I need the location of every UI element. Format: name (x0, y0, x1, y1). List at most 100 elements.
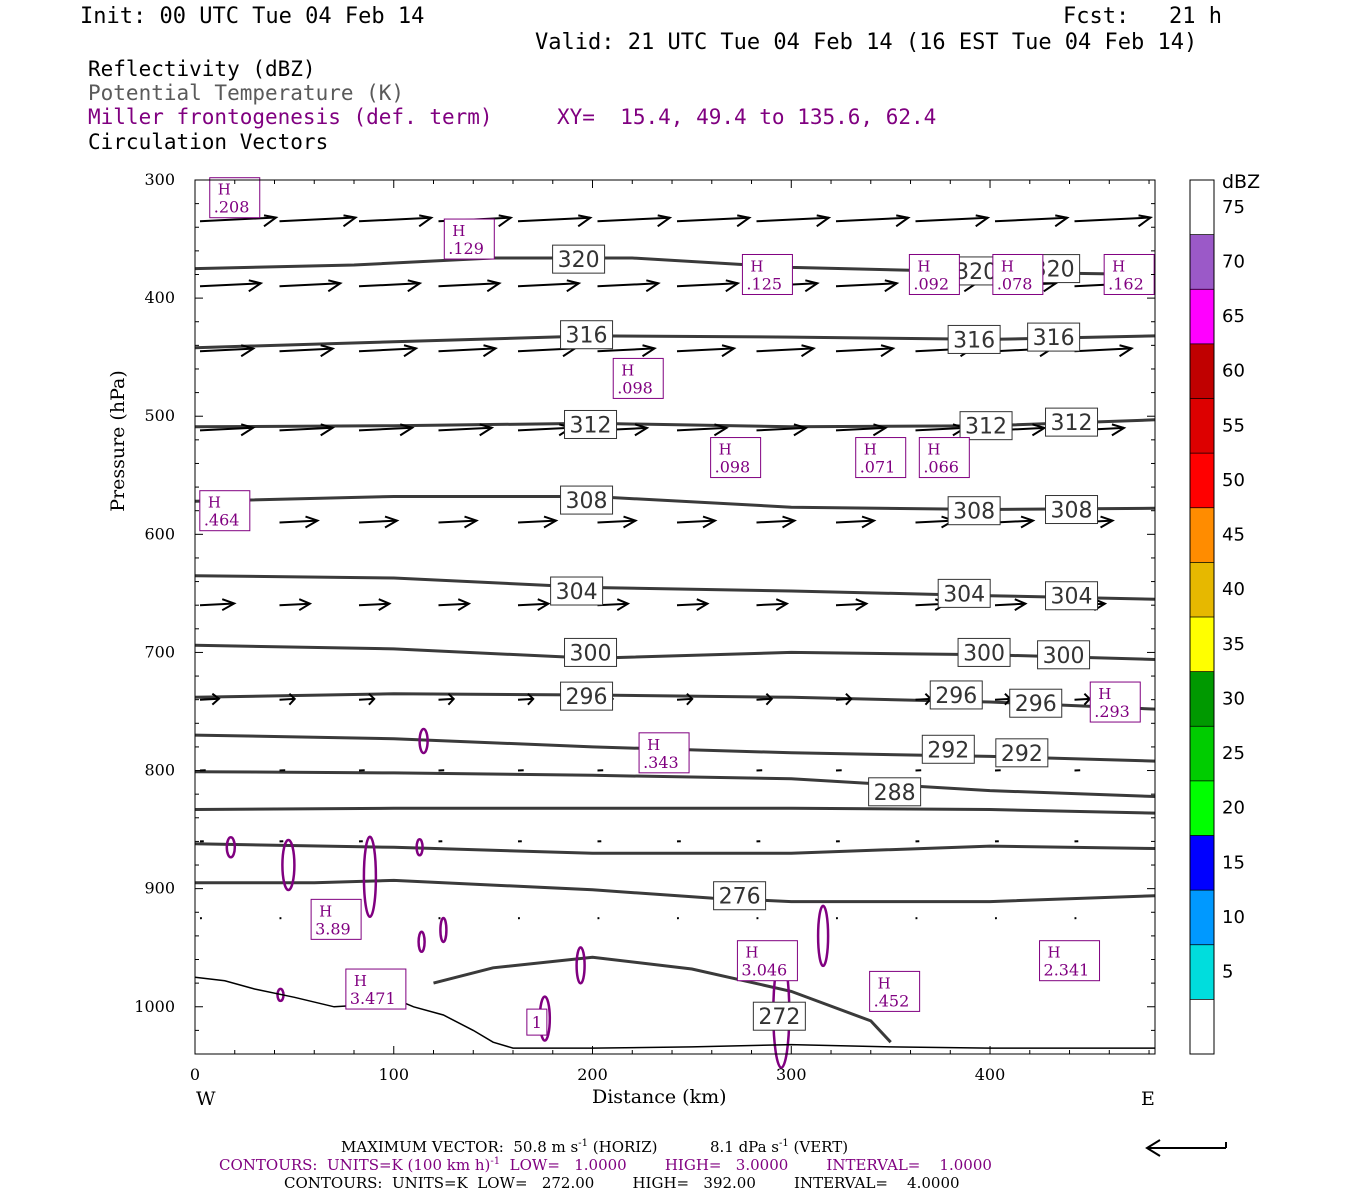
circulation-vector-head (696, 598, 710, 612)
theta-label: 312 (959, 411, 1013, 441)
cross-section-endpoints: XY= 15.4, 49.4 to 135.6, 62.4 (557, 105, 937, 129)
colorbar-label: 70 (1222, 251, 1245, 272)
field-vectors: Circulation Vectors (88, 130, 329, 154)
terrain-line (194, 976, 1155, 1049)
circulation-vector-head (399, 423, 415, 437)
colorbar-label: 20 (1222, 798, 1245, 819)
x-axis-label: Distance (km) (592, 1086, 727, 1108)
circulation-vector (835, 519, 875, 524)
fronto-high-value: 3.046 (741, 961, 787, 980)
fronto-high-letter: H (1112, 257, 1125, 275)
x-tick-label: 300 (776, 1065, 807, 1084)
circulation-vector (994, 519, 1034, 524)
circulation-vector (358, 282, 420, 288)
fronto-high-box (638, 732, 690, 774)
theta-label: 300 (564, 637, 618, 667)
circulation-vector (756, 519, 795, 524)
theta-label: 308 (560, 485, 614, 515)
circulation-vector-head (793, 423, 809, 437)
fronto-high-letter: H (917, 257, 930, 275)
circulation-vector-head (804, 279, 820, 293)
fronto-contour (281, 838, 296, 892)
field-reflectivity: Reflectivity (dBZ) (88, 57, 316, 81)
circulation-vector (756, 426, 806, 432)
colorbar-swatch (1190, 180, 1214, 236)
theta-label: 296 (560, 681, 614, 711)
circulation-vector-head (1111, 423, 1127, 437)
colorbar-swatch (1190, 835, 1214, 891)
theta-contour-288 (194, 770, 1156, 798)
fronto-high-value: .343 (643, 753, 679, 772)
circulation-vector-head (482, 344, 498, 358)
circulation-vector (676, 697, 693, 701)
theta-label-text: 308 (1051, 499, 1093, 524)
fronto-high-label: H.208 (209, 177, 261, 219)
circulation-vector (835, 282, 897, 288)
circulation-vector-head (527, 692, 535, 706)
theta-label-box (1045, 581, 1099, 611)
fronto-high-box (918, 437, 970, 479)
theta-label-box (957, 637, 1011, 667)
colorbar-label: 10 (1222, 907, 1245, 928)
colorbar-swatch (1190, 944, 1214, 1000)
theta-label: 296 (929, 680, 983, 710)
circulation-vector-head (320, 423, 336, 437)
circulation-vector-head (975, 214, 991, 228)
fronto-high-box (526, 1008, 548, 1036)
x-tick-label: 400 (975, 1065, 1006, 1084)
colorbar-label: 25 (1222, 743, 1245, 764)
circulation-vector-head (498, 214, 514, 228)
circulation-vector (517, 602, 549, 607)
circulation-vector-head (895, 214, 911, 228)
circulation-vector-head (566, 279, 582, 293)
colorbar-swatch (1190, 780, 1214, 836)
circulation-vector-head (855, 598, 869, 612)
circulation-vector-head (240, 344, 256, 358)
circulation-vector-head (298, 598, 313, 612)
theta-label-text: 276 (719, 885, 761, 910)
circulation-vector (438, 426, 492, 432)
colorbar-swatch (1190, 562, 1214, 618)
colorbar-title: dBZ (1222, 171, 1260, 193)
circulation-vector (279, 282, 341, 288)
circulation-vector-head (775, 598, 790, 612)
theta-label: 296 (1009, 688, 1063, 718)
circulation-vector-head (486, 279, 502, 293)
fronto-high-box (736, 940, 798, 982)
circulation-vector-head (457, 598, 472, 612)
y-tick-label: 300 (144, 170, 175, 189)
circulation-vector (835, 697, 852, 701)
fronto-high-box (992, 253, 1044, 295)
theta-label-text: 312 (1051, 411, 1093, 436)
colorbar-label: 75 (1222, 197, 1245, 218)
circulation-vector-head (765, 692, 774, 706)
fronto-high-box (741, 253, 793, 295)
circulation-vector (994, 602, 1026, 607)
fronto-high-value: .452 (874, 991, 910, 1010)
theta-contour-308 (194, 495, 1156, 512)
y-tick-label: 1000 (134, 997, 175, 1016)
circulation-vector (1074, 697, 1090, 701)
circulation-vector (199, 216, 277, 223)
colorbar-label: 15 (1222, 852, 1245, 873)
circulation-vector-head (645, 279, 661, 293)
circulation-vector-head (378, 598, 392, 612)
colorbar-label: 35 (1222, 634, 1245, 655)
theta-label-text: 308 (566, 489, 608, 514)
theta-label-text: 316 (953, 328, 995, 353)
circulation-vector (199, 697, 220, 701)
colorbar-swatch (1190, 617, 1214, 673)
circulation-vector (438, 602, 469, 607)
theta-label: 304 (1045, 581, 1099, 611)
fronto-high-label: 1 (526, 1008, 548, 1036)
fronto-high-label: H.078 (992, 253, 1044, 295)
colorbar-swatch (1190, 999, 1214, 1055)
fronto-high-letter: H (745, 944, 758, 962)
circulation-vector (279, 426, 333, 432)
contours-fronto-line: CONTOURS: UNITS=K (100 km h)-1 LOW= 1.00… (219, 1156, 992, 1174)
circulation-vector-head (288, 692, 297, 706)
circulation-vector-head (1031, 423, 1047, 437)
theta-label-text: 312 (570, 413, 612, 438)
reference-vector-head (1145, 1139, 1161, 1157)
